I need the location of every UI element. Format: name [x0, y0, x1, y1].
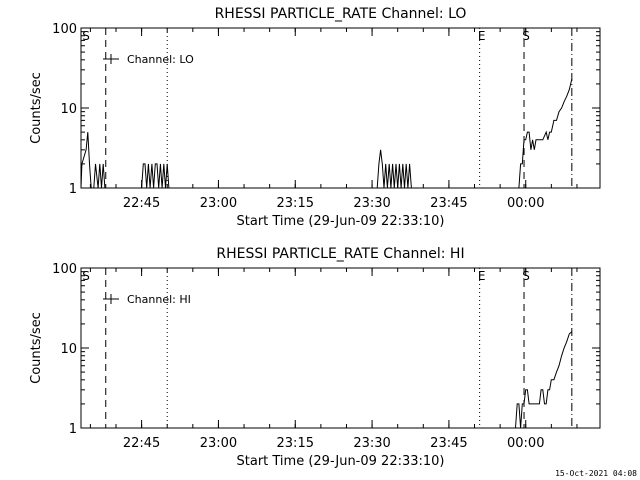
legend-label: Channel: HI — [127, 293, 191, 306]
x-tick-label: 22:45 — [123, 196, 160, 211]
event-marker-label: E — [478, 269, 486, 283]
y-tick-label: 1 — [69, 182, 77, 197]
event-marker-label: S — [522, 269, 530, 283]
event-marker-label: S — [522, 29, 530, 43]
x-tick-label: 23:45 — [430, 196, 467, 211]
chart-panel-2: RHESSI PARTICLE_RATE Channel: HI 1 10 100 22… — [29, 246, 601, 469]
event-marker-label: E — [478, 29, 486, 43]
x-tick-label: 23:30 — [353, 196, 390, 211]
series-line — [515, 331, 573, 429]
x-tick-label: 23:45 — [430, 436, 467, 451]
x-tick-label: 23:30 — [353, 436, 390, 451]
chart-title: RHESSI PARTICLE_RATE Channel: HI — [216, 246, 464, 262]
x-tick-label: 23:00 — [200, 436, 237, 451]
x-axis-label: Start Time (29-Jun-09 22:33:10) — [237, 454, 445, 469]
y-tick-label: 100 — [52, 262, 77, 277]
y-tick-label: 10 — [60, 342, 77, 357]
series-line — [80, 78, 573, 189]
y-tick-label: 1 — [69, 422, 77, 437]
chart-panel-1: RHESSI PARTICLE_RATE Channel: LO 1 10 100 22… — [29, 6, 601, 229]
y-tick-label: 10 — [60, 102, 77, 117]
chart-title: RHESSI PARTICLE_RATE Channel: LO — [215, 6, 467, 22]
legend-label: Channel: LO — [127, 53, 194, 66]
footer-timestamp: 15-Oct-2021 04:08 — [555, 469, 637, 478]
x-axis-label: Start Time (29-Jun-09 22:33:10) — [237, 214, 445, 229]
event-marker-label: S — [82, 29, 90, 43]
x-tick-label: 23:00 — [200, 196, 237, 211]
x-tick-label: 00:00 — [507, 196, 544, 211]
y-axis-label: Counts/sec — [29, 72, 44, 144]
x-tick-label: 23:15 — [277, 196, 314, 211]
x-tick-label: 22:45 — [123, 436, 160, 451]
x-tick-label: 23:15 — [277, 436, 314, 451]
event-marker-label: S — [82, 269, 90, 283]
x-tick-label: 00:00 — [507, 436, 544, 451]
y-tick-label: 100 — [52, 22, 77, 37]
y-axis-label: Counts/sec — [29, 312, 44, 384]
